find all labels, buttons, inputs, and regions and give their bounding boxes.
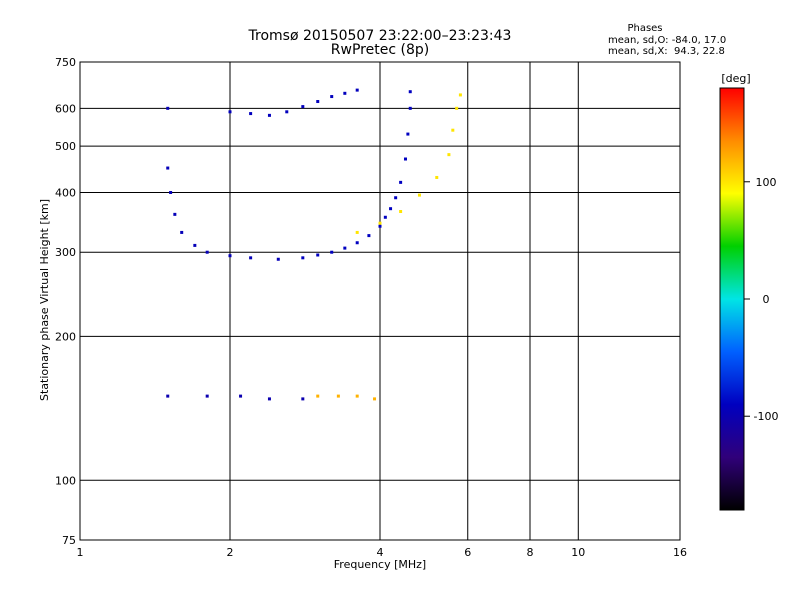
data-point	[205, 394, 209, 398]
data-point	[169, 190, 173, 194]
data-point	[447, 153, 451, 157]
data-point	[330, 95, 334, 99]
x-tick-label: 4	[377, 546, 384, 559]
y-axis-label: Stationary phase Virtual Height [km]	[38, 199, 51, 401]
stats-x-mode: mean, sd,X: 94.3, 22.8	[608, 46, 725, 57]
colorbar	[719, 87, 745, 511]
data-point	[301, 105, 305, 109]
data-points	[166, 88, 462, 401]
data-point	[435, 175, 439, 179]
chart-title: Tromsø 20150507 23:22:00–23:23:43	[248, 28, 512, 44]
data-point	[394, 196, 398, 200]
data-point	[455, 106, 459, 110]
data-point	[249, 112, 253, 116]
data-point	[166, 394, 170, 398]
data-point	[355, 394, 359, 398]
x-tick-label: 10	[571, 546, 585, 559]
colorbar-label: [deg]	[721, 72, 750, 85]
data-point	[417, 193, 421, 197]
x-axis-ticks: 1 2 4 6 8 10 16	[77, 546, 688, 559]
data-point	[166, 106, 170, 110]
colorbar-ticks: 100 0 -100	[744, 176, 778, 423]
y-tick-label: 100	[55, 474, 76, 487]
data-point	[355, 241, 359, 245]
data-point	[367, 234, 371, 238]
data-point	[403, 157, 407, 161]
x-tick-label: 6	[464, 546, 471, 559]
data-point	[173, 212, 177, 216]
x-axis-label: Frequency [MHz]	[334, 558, 426, 571]
data-point	[389, 207, 393, 211]
data-point	[355, 88, 359, 92]
data-point	[180, 230, 184, 234]
data-point	[355, 230, 359, 234]
data-point	[343, 246, 347, 250]
x-tick-label: 2	[227, 546, 234, 559]
y-tick-label: 500	[55, 140, 76, 153]
data-point	[228, 110, 232, 114]
data-point	[239, 394, 243, 398]
y-tick-label: 400	[55, 186, 76, 199]
data-point	[451, 128, 455, 132]
y-tick-label: 750	[55, 56, 76, 69]
data-point	[316, 394, 320, 398]
data-point	[373, 397, 377, 401]
stats-o-mode: mean, sd,O: -84.0, 17.0	[608, 35, 726, 46]
data-point	[193, 243, 197, 247]
data-point	[343, 91, 347, 95]
colorbar-tick-label: -100	[754, 410, 779, 423]
grid-lines	[80, 62, 680, 540]
data-point	[378, 221, 382, 225]
data-point	[285, 110, 289, 114]
data-point	[336, 394, 340, 398]
data-point	[330, 250, 334, 254]
data-point	[249, 256, 253, 260]
data-point	[166, 166, 170, 170]
data-point	[316, 100, 320, 104]
data-point	[399, 210, 403, 214]
data-point	[301, 256, 305, 260]
data-point	[267, 113, 271, 117]
stats-heading: Phases	[627, 23, 662, 34]
x-tick-label: 16	[673, 546, 687, 559]
colorbar-tick-label: 100	[756, 176, 777, 189]
chart-subtitle: RwPretec (8p)	[331, 42, 429, 58]
data-point	[205, 250, 209, 254]
data-point	[228, 254, 232, 258]
y-tick-label: 75	[62, 534, 76, 547]
y-tick-label: 300	[55, 246, 76, 259]
colorbar-tick-label: 0	[763, 293, 770, 306]
data-point	[399, 180, 403, 184]
data-point	[408, 106, 412, 110]
data-point	[316, 253, 320, 257]
data-point	[406, 132, 410, 136]
data-point	[383, 215, 387, 219]
x-tick-label: 1	[77, 546, 84, 559]
y-tick-label: 600	[55, 102, 76, 115]
y-tick-label: 200	[55, 330, 76, 343]
y-axis-ticks: 75 100 200 300 400 500 600 750	[55, 56, 76, 547]
data-point	[458, 93, 462, 97]
data-point	[301, 397, 305, 401]
data-point	[408, 90, 412, 94]
data-point	[267, 397, 271, 401]
x-tick-label: 8	[527, 546, 534, 559]
data-point	[276, 257, 280, 261]
data-point	[378, 224, 382, 228]
